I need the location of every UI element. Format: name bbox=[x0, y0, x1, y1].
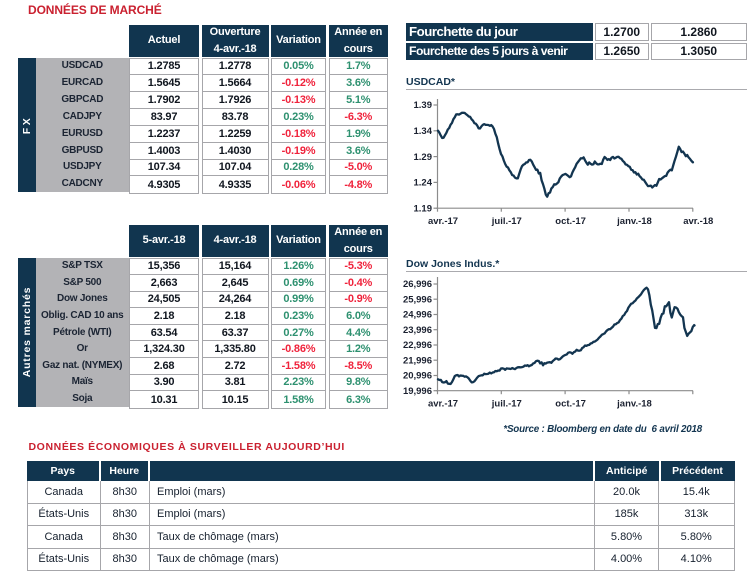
svg-text:juil.-17: juil.-17 bbox=[491, 399, 522, 410]
svg-text:avr.-17: avr.-17 bbox=[428, 399, 458, 410]
svg-text:1.29: 1.29 bbox=[414, 152, 433, 163]
svg-text:25,996: 25,996 bbox=[403, 294, 432, 305]
svg-text:24,996: 24,996 bbox=[403, 310, 432, 321]
svg-text:oct.-17: oct.-17 bbox=[555, 216, 586, 227]
svg-text:janv.-18: janv.-18 bbox=[616, 216, 652, 227]
svg-text:23,996: 23,996 bbox=[403, 325, 432, 336]
svg-text:22,996: 22,996 bbox=[403, 340, 432, 351]
svg-text:1.19: 1.19 bbox=[414, 203, 433, 214]
svg-text:1.39: 1.39 bbox=[414, 100, 433, 111]
svg-text:19,996: 19,996 bbox=[403, 386, 432, 397]
svg-text:21,996: 21,996 bbox=[403, 355, 432, 366]
svg-text:juil.-17: juil.-17 bbox=[491, 216, 522, 227]
svg-text:1.24: 1.24 bbox=[414, 178, 433, 189]
svg-text:1.34: 1.34 bbox=[414, 126, 433, 137]
svg-text:avr.-18: avr.-18 bbox=[683, 216, 713, 227]
svg-text:20,996: 20,996 bbox=[403, 371, 432, 382]
svg-text:avr.-17: avr.-17 bbox=[428, 216, 458, 227]
svg-text:oct.-17: oct.-17 bbox=[555, 399, 586, 410]
svg-text:26,996: 26,996 bbox=[403, 279, 432, 290]
svg-text:janv.-18: janv.-18 bbox=[616, 399, 652, 410]
